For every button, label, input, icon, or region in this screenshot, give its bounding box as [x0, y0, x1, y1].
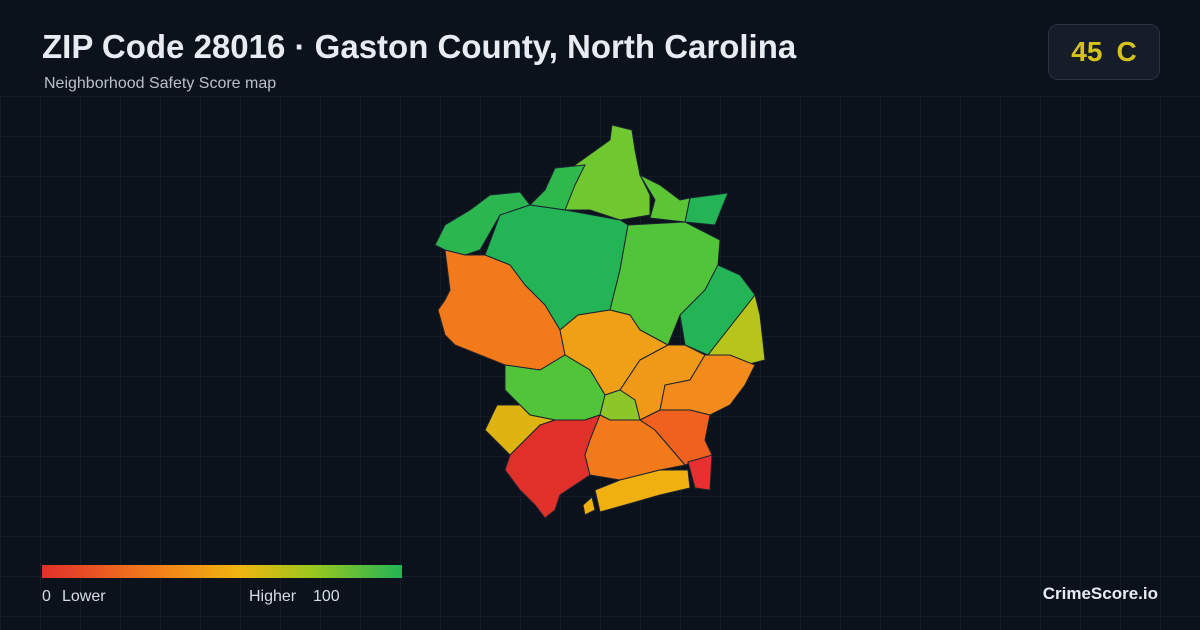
- score-value: 45: [1071, 36, 1103, 67]
- legend-scale: [42, 565, 402, 578]
- score-badge: 45 C: [1048, 24, 1160, 80]
- legend-max-label: Higher: [249, 588, 297, 605]
- title: ZIP Code 28016 · Gaston County, North Ca…: [42, 28, 797, 65]
- subtitle: Neighborhood Safety Score map: [44, 75, 277, 92]
- score-grade: C: [1116, 36, 1137, 67]
- legend-max: 100: [313, 588, 340, 605]
- legend-min-label: Lower: [62, 588, 106, 605]
- legend-min: 0: [42, 588, 51, 605]
- regions: [434, 124, 766, 519]
- brand: CrimeScore.io: [1042, 584, 1158, 603]
